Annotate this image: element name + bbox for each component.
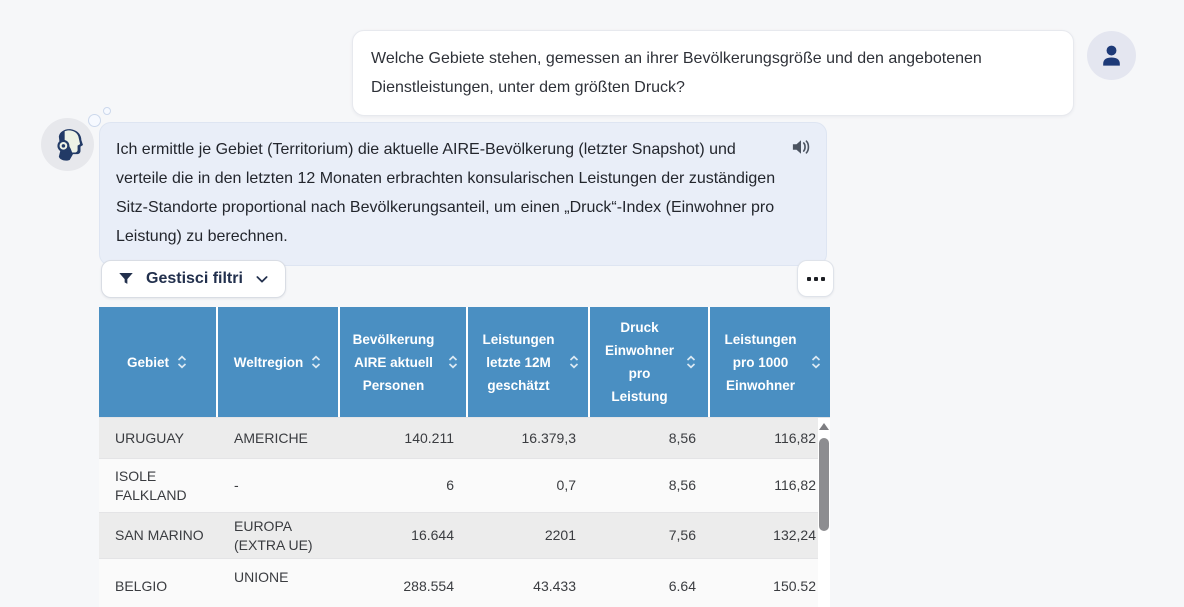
user-avatar — [1087, 31, 1136, 80]
column-header-weltregion[interactable]: Weltregion — [218, 307, 340, 417]
person-icon — [1098, 42, 1125, 69]
cell-druck: 6.64 — [668, 578, 696, 594]
more-options-button[interactable] — [797, 260, 834, 297]
pressure-index-table: Gebiet Weltregion Bevölkerung AIRE aktue… — [99, 307, 830, 607]
user-message-text: Welche Gebiete stehen, gemessen an ihrer… — [371, 50, 982, 96]
cell-gebiet: ISOLE FALKLAND — [115, 467, 187, 503]
sort-icon — [568, 355, 580, 369]
scrollbar-thumb[interactable] — [819, 438, 829, 531]
sort-icon — [310, 355, 322, 369]
assistant-message-bubble: Ich ermittle je Gebiet (Territorium) die… — [99, 122, 827, 266]
scroll-up-arrow-icon[interactable] — [819, 423, 829, 430]
chevron-down-icon — [254, 271, 270, 287]
cell-leistungen-pro-1000: 132,24 — [773, 527, 816, 543]
column-header-gebiet[interactable]: Gebiet — [99, 307, 218, 417]
table-header-row: Gebiet Weltregion Bevölkerung AIRE aktue… — [99, 307, 830, 417]
cell-weltregion: EUROPA (EXTRA UE) — [234, 517, 313, 553]
user-message-bubble: Welche Gebiete stehen, gemessen an ihrer… — [352, 30, 1074, 116]
manage-filters-button[interactable]: Gestisci filtri — [101, 260, 286, 298]
column-header-bevoelkerung[interactable]: Bevölkerung AIRE aktuell Personen — [340, 307, 468, 417]
cell-gebiet: SAN MARINO — [115, 527, 204, 543]
table-row[interactable]: ISOLE FALKLAND - 6 0,7 8,56 116,82 — [99, 458, 830, 512]
cell-bevoelkerung: 140.211 — [404, 429, 454, 446]
cell-druck: 7,56 — [668, 527, 696, 543]
thought-bubble-dot — [88, 114, 101, 127]
cell-druck: 8,56 — [668, 477, 696, 493]
table-row[interactable]: URUGUAY AMERICHE 140.211 16.379,3 8,56 1… — [99, 417, 830, 458]
cell-weltregion: - — [234, 477, 239, 493]
thought-bubble-dot — [103, 107, 111, 115]
cell-bevoelkerung: 16.644 — [411, 527, 454, 543]
sort-icon — [447, 355, 459, 369]
cell-bevoelkerung: 6 — [446, 477, 454, 493]
cell-leistungen-pro-1000: 116,82 — [774, 429, 816, 446]
cell-weltregion: UNIONE — [234, 569, 289, 585]
ellipsis-icon — [806, 276, 825, 281]
cell-leistungen-12m: 43.433 — [533, 578, 576, 594]
filter-funnel-icon — [117, 270, 135, 288]
column-header-leistungen-12m[interactable]: Leistungen letzte 12M geschätzt — [468, 307, 590, 417]
cell-leistungen-12m: 2201 — [544, 527, 576, 543]
cell-gebiet: URUGUAY — [115, 429, 184, 446]
table-row[interactable]: BELGIO UNIONE 288.554 43.433 6.64 150.52 — [99, 558, 830, 607]
sort-icon — [810, 355, 822, 369]
column-header-leistungen-pro-1000[interactable]: Leistungen pro 1000 Einwohner — [710, 307, 830, 417]
sort-icon — [176, 355, 188, 369]
speaker-icon[interactable] — [788, 135, 814, 159]
table-body: URUGUAY AMERICHE 140.211 16.379,3 8,56 1… — [99, 417, 830, 607]
cell-leistungen-pro-1000: 116,82 — [774, 477, 816, 493]
cell-gebiet: BELGIO — [115, 578, 168, 594]
manage-filters-label: Gestisci filtri — [146, 270, 243, 287]
cell-bevoelkerung: 288.554 — [403, 578, 454, 594]
cell-weltregion: AMERICHE — [234, 429, 308, 446]
assistant-avatar — [41, 118, 94, 171]
sort-icon — [685, 355, 697, 369]
cell-leistungen-12m: 0,7 — [556, 477, 576, 493]
table-scrollbar[interactable] — [818, 418, 830, 607]
assistant-message-text: Ich ermittle je Gebiet (Territorium) die… — [116, 141, 776, 245]
table-row[interactable]: SAN MARINO EUROPA (EXTRA UE) 16.644 2201… — [99, 512, 830, 558]
robot-icon — [48, 125, 88, 165]
column-header-druck[interactable]: Druck Einwohner pro Leistung — [590, 307, 710, 417]
cell-druck: 8,56 — [668, 429, 696, 446]
cell-leistungen-12m: 16.379,3 — [521, 429, 577, 446]
cell-leistungen-pro-1000: 150.52 — [773, 578, 816, 594]
